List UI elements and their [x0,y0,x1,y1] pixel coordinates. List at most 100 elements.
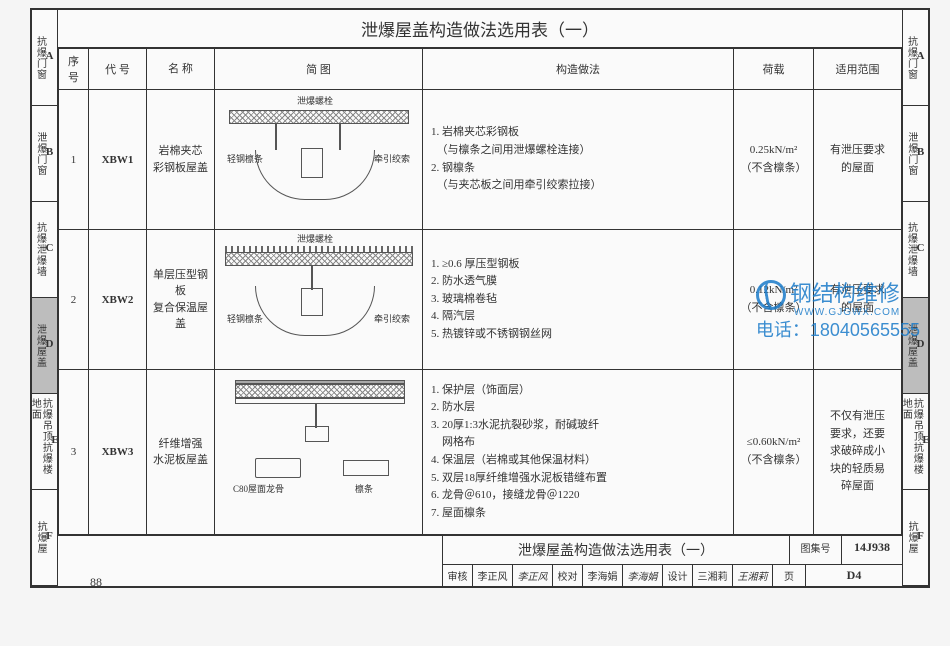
tab-label: 抗爆屋 [906,521,917,554]
tab-label: 抗爆门窗 [35,36,46,80]
cable-arc-icon [255,286,375,336]
cell-load: ≤0.60kN/m² （不含檩条） [734,370,814,535]
diagram-label-right: 檩条 [355,482,373,495]
diagram-label-left: 轻钢檩条 [227,152,263,165]
footer-subtitle: 泄爆屋盖构造做法选用表（一） [443,536,790,564]
keel-icon [305,426,329,442]
footer-title-row: 泄爆屋盖构造做法选用表（一） 图集号 14J938 [443,536,902,565]
watermark: 钢结构维修 WWW.GJGWX.COM 电话：18040565555 [756,280,920,343]
tab-f-right[interactable]: F抗爆屋 [902,490,928,586]
diagram-label-left: 轻钢檩条 [227,312,263,325]
cell-construction: 1. ≥0.6 厚压型钢板 2. 防水透气膜 3. 玻璃棉卷毡 4. 隔汽层 5… [423,230,734,370]
cell-code: XBW1 [89,90,147,230]
cell-load: 0.25kN/m² （不含檩条） [734,90,814,230]
roof-panel-icon [229,110,409,124]
diagram-label-right: 牵引绞索 [374,152,410,165]
col-construction: 构造做法 [423,49,734,90]
page-title: 泄爆屋盖构造做法选用表（一） [58,10,902,48]
watermark-url: WWW.GJGWX.COM [794,306,920,319]
table-row: 1 XBW1 岩棉夹芯 彩钢板屋盖 泄爆螺栓 轻钢檩条 牵引绞索 [59,90,902,230]
tab-label: 抗爆泄爆墙 [35,222,46,277]
cell-seq: 2 [59,230,89,370]
table-row: 3 XBW3 纤维增强 水泥板屋盖 C80屋面龙骨 檩条 [59,370,902,535]
proof-label: 校对 [553,565,583,586]
col-code: 代 号 [89,49,147,90]
load-note: （不含檩条） [741,454,807,466]
cell-seq: 3 [59,370,89,535]
sheet-page-number: 88 [90,575,102,590]
tab-label: 抗爆屋 [35,521,46,554]
footer-sign-row: 审核 李正风 李正风 校对 李海娟 李海娟 设计 三湘莉 王湘莉 页 D4 [443,565,902,586]
tab-a-right[interactable]: A抗爆门窗 [902,10,928,106]
reviewer-signature: 李正风 [513,565,553,586]
tab-letter: E [922,434,930,446]
title-block: 泄爆屋盖构造做法选用表（一） 图集号 14J938 审核 李正风 李正风 校对 … [58,535,902,586]
cell-name: 单层压型钢板 复合保温屋盖 [147,230,215,370]
cell-name: 岩棉夹芯 彩钢板屋盖 [147,90,215,230]
connector-icon [315,404,317,428]
col-scope: 适用范围 [814,49,902,90]
tab-letter: F [46,530,54,542]
proofer-signature: 李海娟 [623,565,663,586]
tab-letter: F [917,530,925,542]
load-value: 0.25kN/m² [750,144,798,156]
tab-label: 抗爆吊顶抗爆楼地面 [29,398,51,485]
tab-e-right[interactable]: E抗爆吊顶抗爆楼地面 [902,394,928,490]
load-note: （不含檩条） [741,162,807,174]
tab-label: 泄爆门窗 [35,132,46,176]
left-tab-column: A抗爆门窗 B泄爆门窗 C抗爆泄爆墙 D泄爆屋盖 E抗爆吊顶抗爆楼地面 F抗爆屋 [32,10,58,586]
tab-b-right[interactable]: B泄爆门窗 [902,106,928,202]
tab-c-left[interactable]: C抗爆泄爆墙 [32,202,58,298]
insulation-icon [235,384,405,398]
watermark-brand: 钢结构维修 [790,281,900,306]
design-label: 设计 [663,565,693,586]
tab-letter: B [46,146,54,158]
purlin-section-icon [255,458,301,478]
tab-label: 抗爆门窗 [906,36,917,80]
tab-letter: C [46,242,55,254]
diagram-label-top: 泄爆螺栓 [297,94,333,107]
insulation-icon [225,252,413,266]
tab-f-left[interactable]: F抗爆屋 [32,490,58,586]
atlas-label: 图集号 [790,536,842,564]
load-value: ≤0.60kN/m² [747,436,801,448]
cell-seq: 1 [59,90,89,230]
watermark-tel: 电话：18040565555 [756,319,920,342]
tel-label: 电话： [756,320,810,340]
review-label: 审核 [443,565,473,586]
reviewer-name: 李正风 [473,565,513,586]
diagram-label-top: 泄爆螺栓 [297,232,333,245]
proofer-name: 李海娟 [583,565,623,586]
cell-diagram: C80屋面龙骨 檩条 [215,370,423,535]
atlas-number: 14J938 [842,536,902,564]
cell-code: XBW2 [89,230,147,370]
designer-name: 三湘莉 [693,565,733,586]
col-seq: 序号 [59,49,89,90]
board-icon [235,398,405,404]
tab-letter: A [46,50,55,62]
table-header-row: 序号 代 号 名 称 简 图 构造做法 荷载 适用范围 [59,49,902,90]
cell-construction: 1. 岩棉夹芯彩钢板 （与檩条之间用泄爆螺栓连接） 2. 钢檩条 （与夹芯板之间… [423,90,734,230]
designer-signature: 王湘莉 [733,565,773,586]
tab-letter: C [917,242,926,254]
tab-label: 泄爆门窗 [906,132,917,176]
diagram-label-left: C80屋面龙骨 [233,482,284,495]
tab-b-left[interactable]: B泄爆门窗 [32,106,58,202]
tab-d-left[interactable]: D泄爆屋盖 [32,298,58,394]
cell-diagram: 泄爆螺栓 轻钢檩条 牵引绞索 [215,90,423,230]
page-label: 页 [773,565,806,586]
tab-e-left[interactable]: E抗爆吊顶抗爆楼地面 [32,394,58,490]
cable-arc-icon [255,150,375,200]
footer-info: 泄爆屋盖构造做法选用表（一） 图集号 14J938 审核 李正风 李正风 校对 … [442,536,902,586]
col-load: 荷载 [734,49,814,90]
cell-construction: 1. 保护层（饰面层） 2. 防水层 3. 20厚1:3水泥抗裂砂浆，耐碱玻纤 … [423,370,734,535]
col-diagram: 简 图 [215,49,423,90]
purlin-section-icon [343,460,389,476]
cell-code: XBW3 [89,370,147,535]
tab-letter: A [917,50,926,62]
tel-number: 18040565555 [810,320,920,340]
tab-letter: D [46,338,55,350]
tab-a-left[interactable]: A抗爆门窗 [32,10,58,106]
watermark-logo-icon [756,280,786,310]
cell-name: 纤维增强 水泥板屋盖 [147,370,215,535]
